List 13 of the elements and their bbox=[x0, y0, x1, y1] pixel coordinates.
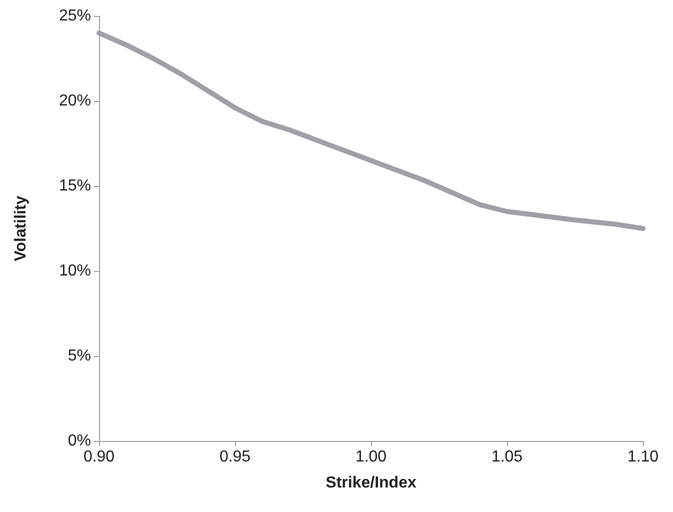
x-tick-label: 0.90 bbox=[83, 448, 115, 466]
x-tick-label: 1.00 bbox=[355, 448, 387, 466]
y-tick-label: 5% bbox=[68, 348, 91, 364]
x-axis-title: Strike/Index bbox=[326, 474, 416, 492]
y-tick-label: 15% bbox=[58, 178, 91, 194]
y-tick-label: 20% bbox=[58, 92, 91, 110]
x-tick-label: 0.95 bbox=[219, 448, 251, 466]
y-tick-label: 10% bbox=[58, 262, 91, 280]
x-tick-label: 1.10 bbox=[627, 448, 659, 466]
y-tick-label: 0% bbox=[68, 432, 91, 450]
x-tick-label: 1.05 bbox=[491, 448, 523, 466]
y-axis-title: Volatility bbox=[12, 196, 30, 262]
y-tick-label: 25% bbox=[58, 8, 91, 24]
